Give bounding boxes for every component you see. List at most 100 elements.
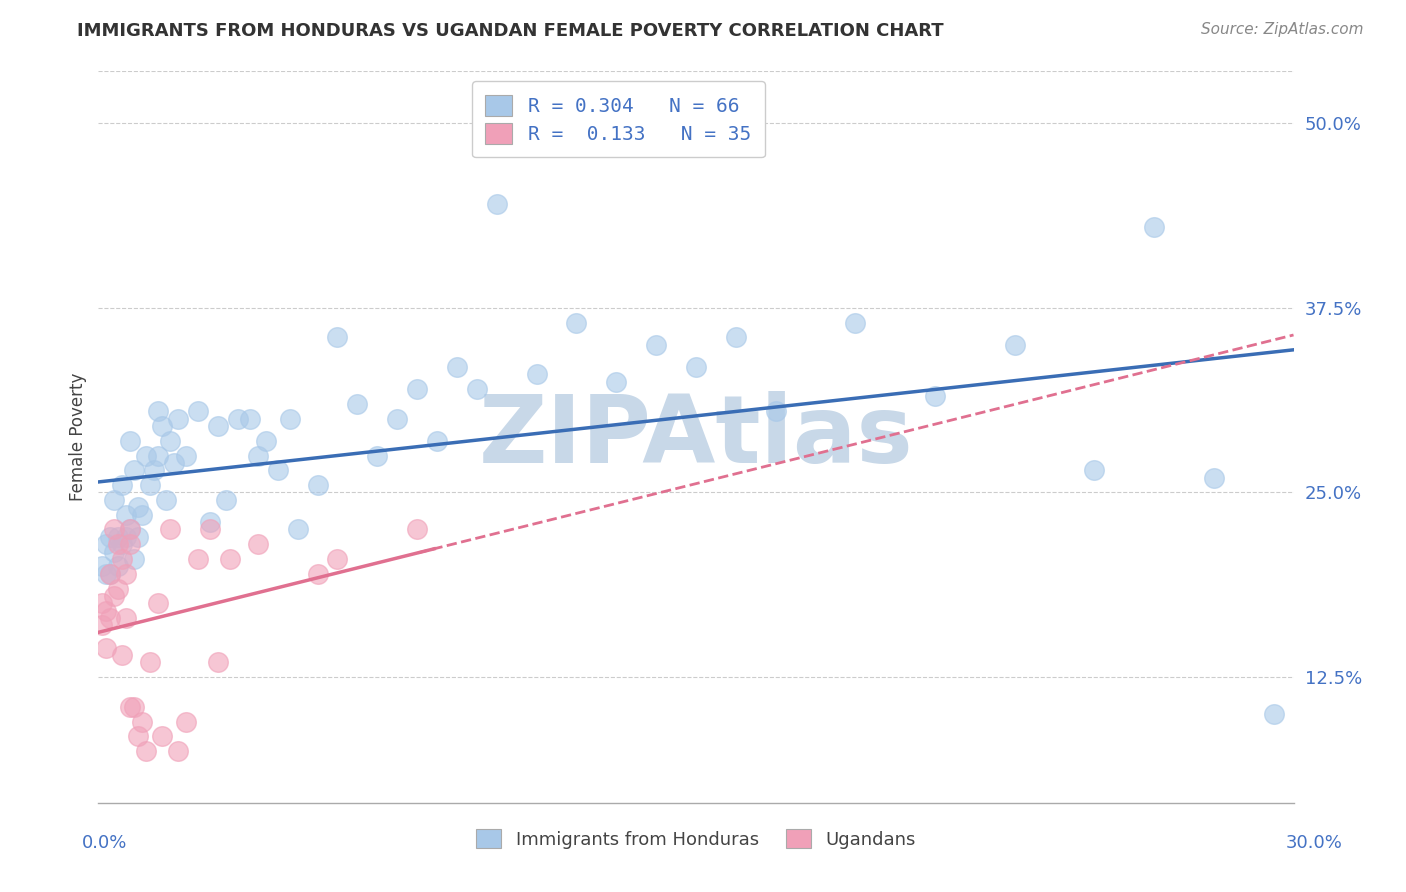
Point [1143, 219, 1166, 234]
Point [131, 508, 153, 522]
Point [1202, 471, 1225, 485]
Point [111, 478, 134, 492]
Point [246, 449, 269, 463]
Point [127, 500, 149, 515]
Point [605, 375, 627, 389]
Point [326, 552, 349, 566]
Point [96, 537, 118, 551]
Point [91, 559, 114, 574]
Point [111, 648, 134, 662]
Point [120, 523, 142, 537]
Point [724, 330, 747, 344]
Point [207, 419, 229, 434]
Text: IMMIGRANTS FROM HONDURAS VS UGANDAN FEMALE POVERTY CORRELATION CHART: IMMIGRANTS FROM HONDURAS VS UGANDAN FEMA… [77, 22, 943, 40]
Point [124, 699, 146, 714]
Point [198, 515, 221, 529]
Point [385, 411, 409, 425]
Point [446, 359, 468, 374]
Point [115, 611, 138, 625]
Point [426, 434, 449, 448]
Point [246, 537, 269, 551]
Y-axis label: Female Poverty: Female Poverty [69, 373, 87, 501]
Point [307, 566, 329, 581]
Point [107, 559, 129, 574]
Point [645, 337, 668, 351]
Legend: Immigrants from Honduras, Ugandans: Immigrants from Honduras, Ugandans [465, 819, 927, 860]
Point [135, 744, 157, 758]
Point [107, 582, 129, 596]
Point [226, 411, 249, 425]
Point [120, 434, 142, 448]
Point [159, 434, 181, 448]
Point [107, 530, 129, 544]
Point [98, 566, 122, 581]
Point [346, 397, 368, 411]
Point [155, 492, 177, 507]
Point [91, 618, 114, 632]
Point [115, 530, 138, 544]
Point [111, 537, 134, 551]
Point [148, 596, 170, 610]
Point [115, 566, 138, 581]
Point [124, 463, 146, 477]
Point [765, 404, 787, 418]
Point [239, 411, 262, 425]
Point [103, 544, 125, 558]
Point [174, 449, 197, 463]
Point [187, 404, 209, 418]
Text: ZIPAtlas: ZIPAtlas [478, 391, 914, 483]
Point [139, 478, 162, 492]
Point [120, 537, 142, 551]
Point [287, 523, 309, 537]
Point [278, 411, 301, 425]
Point [98, 566, 122, 581]
Point [111, 552, 134, 566]
Point [131, 714, 153, 729]
Point [307, 478, 329, 492]
Point [526, 368, 548, 382]
Point [98, 611, 122, 625]
Point [207, 656, 229, 670]
Point [844, 316, 866, 330]
Point [406, 382, 429, 396]
Point [150, 419, 173, 434]
Point [159, 523, 181, 537]
Point [107, 537, 129, 551]
Point [120, 523, 142, 537]
Point [1004, 337, 1026, 351]
Point [465, 382, 488, 396]
Text: 0.0%: 0.0% [82, 834, 127, 852]
Point [1083, 463, 1105, 477]
Point [1263, 707, 1285, 722]
Text: 30.0%: 30.0% [1286, 834, 1343, 852]
Point [124, 552, 146, 566]
Point [103, 589, 125, 603]
Point [167, 411, 190, 425]
Point [406, 523, 429, 537]
Point [187, 552, 209, 566]
Point [198, 523, 221, 537]
Point [139, 656, 162, 670]
Point [148, 404, 170, 418]
Point [127, 530, 149, 544]
Point [127, 729, 149, 743]
Point [135, 449, 157, 463]
Point [267, 463, 290, 477]
Point [143, 463, 166, 477]
Text: Source: ZipAtlas.com: Source: ZipAtlas.com [1201, 22, 1364, 37]
Point [254, 434, 277, 448]
Point [174, 714, 197, 729]
Point [366, 449, 388, 463]
Point [485, 197, 508, 211]
Point [96, 604, 118, 618]
Point [215, 492, 238, 507]
Point [167, 744, 190, 758]
Point [219, 552, 242, 566]
Point [150, 729, 173, 743]
Point [96, 566, 118, 581]
Point [685, 359, 707, 374]
Point [326, 330, 349, 344]
Point [163, 456, 186, 470]
Point [91, 596, 114, 610]
Point [103, 492, 125, 507]
